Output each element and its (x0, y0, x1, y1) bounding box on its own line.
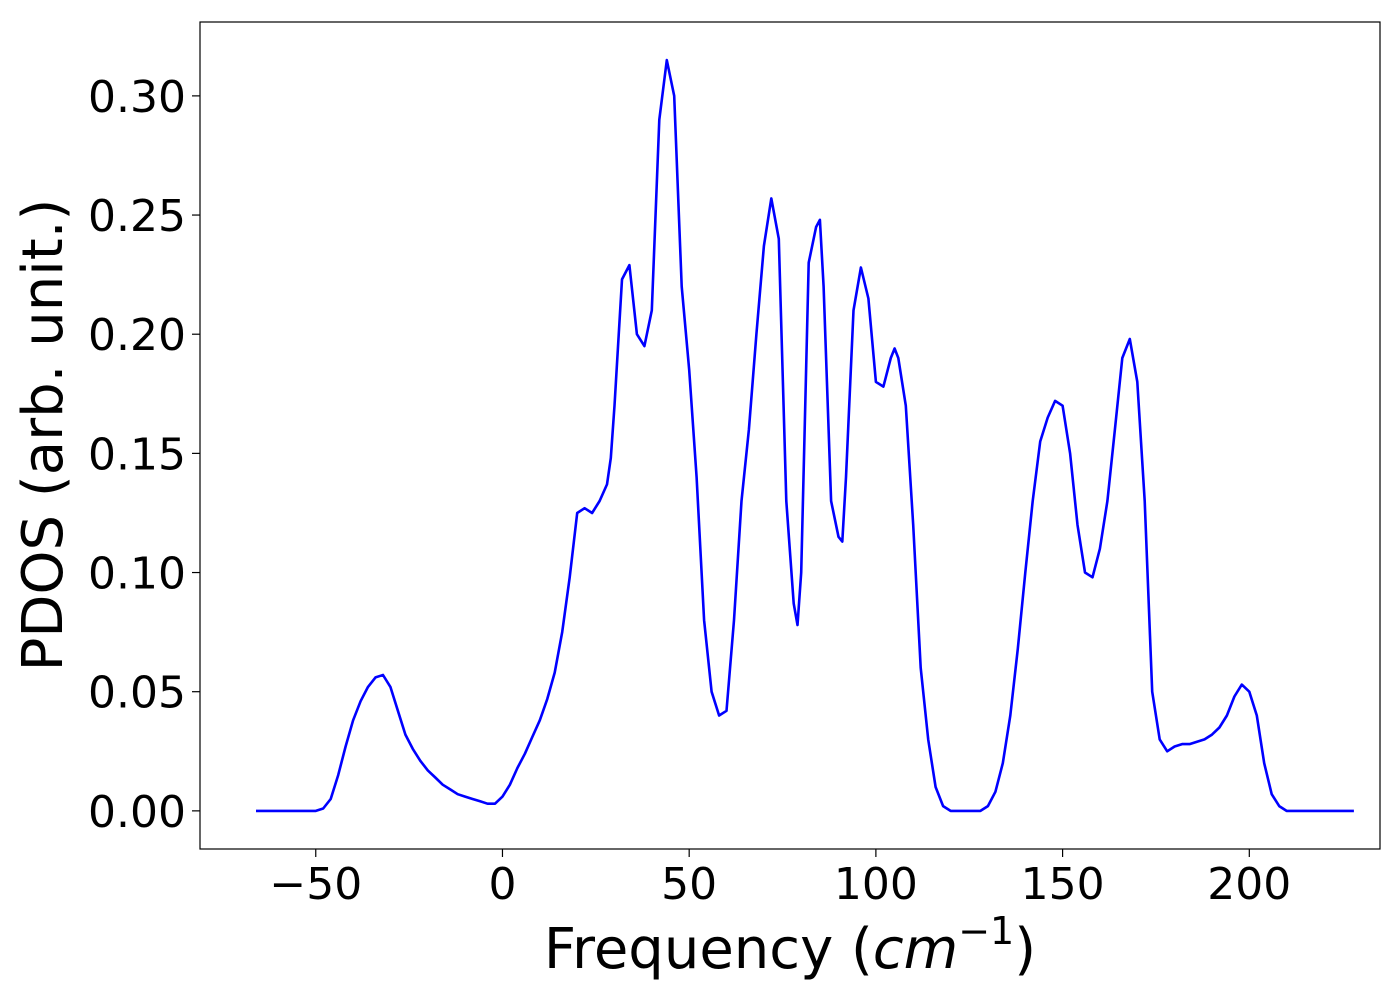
x-axis-label-text: Frequency ( (544, 917, 873, 982)
pdos-series-line (256, 58, 1354, 813)
y-tick-label: 0.30 (88, 72, 186, 123)
y-axis: 0.00 0.05 0.10 0.15 0.20 0.25 0.30 (88, 72, 200, 838)
y-tick-label: 0.05 (88, 668, 186, 719)
axes-frame (199, 21, 1381, 850)
plot-area: −50 0 50 100 150 200 0.00 0.05 0.10 0.15 0.20 0.25… (88, 21, 1381, 910)
x-tick-label: 50 (661, 859, 717, 910)
y-tick-label: 0.00 (88, 787, 186, 838)
y-axis-label: PDOS (arb. unit.) (11, 199, 76, 672)
x-tick-label: 200 (1207, 859, 1291, 910)
y-tick-label: 0.20 (88, 310, 186, 361)
x-axis-label-exponent: −1 (958, 909, 1014, 953)
x-axis-label: Frequency (cm−1) (544, 909, 1036, 982)
x-axis: −50 0 50 100 150 200 (269, 849, 1291, 910)
x-tick-label: 100 (834, 859, 918, 910)
y-tick-label: 0.10 (88, 549, 186, 600)
y-tick-label: 0.15 (88, 429, 186, 480)
x-tick-label: 150 (1021, 859, 1105, 910)
y-tick-label: 0.25 (88, 191, 186, 242)
x-axis-label-unit: cm (873, 917, 958, 982)
x-axis-label-close: ) (1014, 917, 1036, 982)
x-tick-label: 0 (488, 859, 516, 910)
x-tick-label: −50 (269, 859, 362, 910)
